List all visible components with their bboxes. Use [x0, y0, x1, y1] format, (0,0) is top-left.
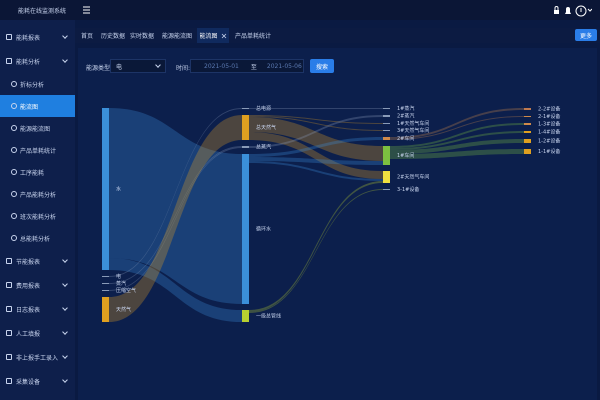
search-label: 搜索 — [315, 63, 328, 71]
menu-item-icon — [11, 103, 17, 109]
content-panel: 能源类型: 电 时间: 2021-05-01 至 2021-05-06 搜索 — [78, 48, 597, 400]
menu-chevron — [62, 57, 68, 63]
menu-item-icon — [11, 169, 17, 175]
menu-icon — [6, 58, 12, 64]
menu-icon — [6, 306, 12, 312]
menu-group[interactable]: 能耗报表 — [0, 25, 75, 49]
menu-icon — [6, 378, 12, 384]
menu-item-label: 产品单耗统计 — [20, 147, 57, 155]
start-date: 2021-05-01 — [204, 62, 239, 70]
menu-item-icon — [11, 147, 17, 153]
menu-item[interactable]: 产品能耗分析 — [0, 183, 75, 205]
tab-label: 历史数据 — [100, 33, 125, 40]
tab[interactable]: 首页 — [75, 28, 99, 43]
tab-label: 实时数据 — [129, 33, 154, 40]
menu-item[interactable]: 总能耗分析 — [0, 227, 75, 249]
tab-label: 首页 — [80, 33, 93, 40]
tab-bar: 首页 历史数据 实时数据 能源能流图 能流图 产品单耗统计 — [75, 28, 600, 43]
header: 能耗在线监测系统 — [0, 0, 600, 20]
menu-item-icon — [11, 235, 17, 241]
type-label: 能源类型: — [86, 65, 113, 72]
menu-icon — [6, 330, 12, 336]
menu-group[interactable]: 能耗分析 — [0, 49, 75, 73]
menu-chevron — [62, 33, 68, 39]
tab-label: 产品单耗统计 — [234, 33, 271, 40]
tab[interactable]: 历史数据 — [99, 28, 127, 43]
menu-item-label: 能源能流图 — [20, 125, 51, 133]
menu-chevron — [62, 353, 68, 359]
menu-item-icon — [11, 81, 17, 87]
menu-group[interactable]: 采集设备 — [0, 369, 75, 393]
menu-item-label: 能流图 — [20, 103, 39, 111]
menu-group[interactable]: 费用报表 — [0, 273, 75, 297]
tab[interactable]: 产品单耗统计 — [229, 28, 277, 43]
menu-item-label: 总能耗分析 — [20, 235, 51, 243]
menu-group[interactable]: 人工填报 — [0, 321, 75, 345]
menu-icon — [6, 34, 12, 40]
range-separator: 至 — [250, 63, 257, 71]
menu-group-label: 日志报表 — [16, 306, 41, 314]
menu-item-icon — [11, 191, 17, 197]
menu-chevron — [62, 305, 68, 311]
more-label: 更多 — [579, 32, 592, 40]
end-date: 2021-05-06 — [266, 62, 302, 70]
tab[interactable]: 实时数据 — [127, 28, 157, 43]
menu-toggle[interactable] — [83, 6, 91, 14]
menu-chevron — [62, 281, 68, 287]
menu-item-label: 产品能耗分析 — [20, 191, 57, 199]
menu-item-label: 班次能耗分析 — [20, 213, 57, 221]
menu-group-label: 能耗分析 — [16, 58, 41, 66]
menu-group[interactable]: 非上报手工录入 — [0, 345, 75, 369]
menu-item[interactable]: 折标分析 — [0, 73, 75, 95]
type-value: 电 — [116, 63, 123, 71]
menu-chevron — [62, 329, 68, 335]
tab-label: 能源能流图 — [161, 33, 192, 40]
menu-item[interactable]: 能源能流图 — [0, 117, 75, 139]
menu-group-label: 节能报表 — [16, 258, 41, 266]
menu-group[interactable]: 日志报表 — [0, 297, 75, 321]
menu-group[interactable]: 节能报表 — [0, 249, 75, 273]
tab-label: 能流图 — [199, 33, 218, 40]
menu-chevron — [62, 377, 68, 383]
header-icons[interactable] — [552, 5, 592, 17]
sidebar: 能耗报表能耗分析折标分析能流图能源能流图产品单耗统计 工序能耗产品能耗分析 班次能耗… — [0, 20, 75, 400]
tab-close[interactable] — [221, 33, 227, 39]
menu-item-icon — [11, 213, 17, 219]
app-title: 能耗在线监测系统 — [18, 8, 67, 15]
menu-group-label: 费用报表 — [16, 282, 41, 290]
menu-group-label: 采集设备 — [16, 378, 41, 386]
search-button[interactable]: 搜索 — [310, 59, 334, 73]
menu-group-label: 能耗报表 — [16, 34, 41, 42]
menu-item[interactable]: 班次能耗分析 — [0, 205, 75, 227]
menu-icon — [6, 282, 12, 288]
menu-icon — [6, 354, 12, 360]
menu-icon — [6, 258, 12, 264]
date-range[interactable]: 2021-05-01 至 2021-05-06 — [190, 59, 304, 73]
type-select[interactable]: 电 — [110, 59, 166, 73]
menu-group-label: 人工填报 — [16, 330, 41, 338]
menu-item[interactable]: 工序能耗 — [0, 161, 75, 183]
menu-item-label: 折标分析 — [20, 81, 45, 89]
menu-item-label: 工序能耗 — [20, 169, 45, 177]
tab[interactable]: 能流图 — [197, 28, 229, 43]
menu-item-icon — [11, 125, 17, 131]
menu-chevron — [62, 257, 68, 263]
menu-item[interactable]: 产品单耗统计 — [0, 139, 75, 161]
time-label: 时间: — [176, 65, 191, 72]
menu-item[interactable]: 能流图 — [0, 95, 75, 117]
menu-group-label: 非上报手工录入 — [16, 354, 59, 362]
tab[interactable]: 能源能流图 — [157, 28, 197, 43]
more-button[interactable]: 更多 — [575, 29, 597, 41]
